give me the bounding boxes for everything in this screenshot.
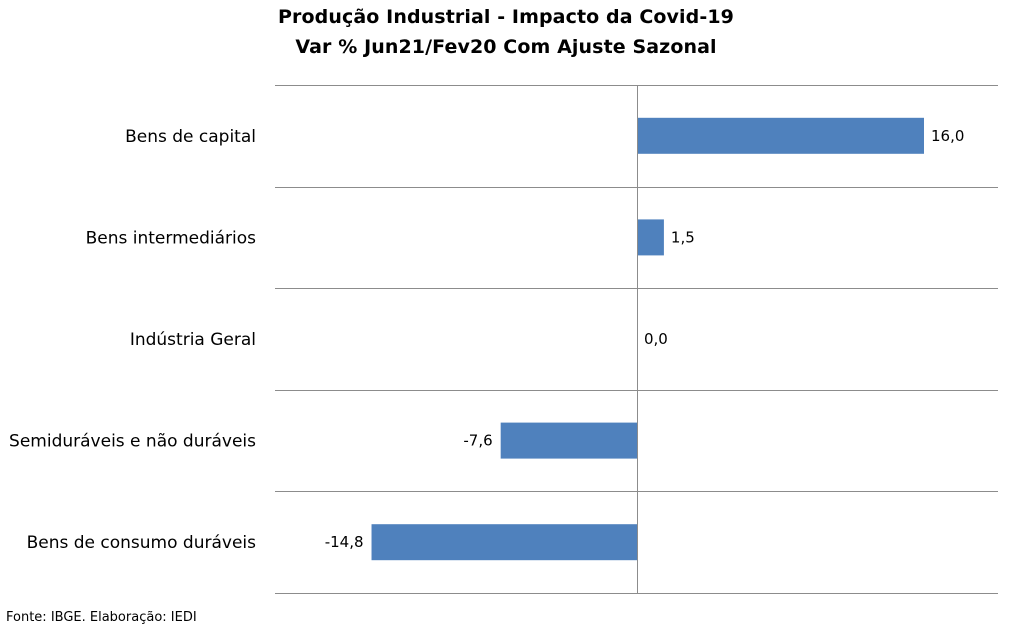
data-label: -14,8	[325, 533, 364, 551]
data-label: -7,6	[463, 432, 492, 450]
data-label: 0,0	[644, 330, 668, 348]
category-label: Bens intermediários	[86, 228, 257, 248]
bar	[637, 117, 924, 154]
chart-title: Produção Industrial - Impacto da Covid-1…	[278, 6, 734, 28]
bar	[637, 219, 664, 256]
data-label: 1,5	[671, 228, 695, 246]
data-label: 16,0	[931, 127, 964, 145]
chart-subtitle: Var % Jun21/Fev20 Com Ajuste Sazonal	[295, 36, 717, 58]
category-label: Indústria Geral	[130, 330, 256, 350]
category-label: Bens de consumo duráveis	[27, 533, 257, 553]
bar	[371, 524, 637, 561]
category-label: Semiduráveis e não duráveis	[9, 432, 256, 452]
source-note: Fonte: IBGE. Elaboração: IEDI	[6, 610, 197, 625]
category-label: Bens de capital	[125, 127, 256, 147]
bar	[500, 422, 637, 459]
